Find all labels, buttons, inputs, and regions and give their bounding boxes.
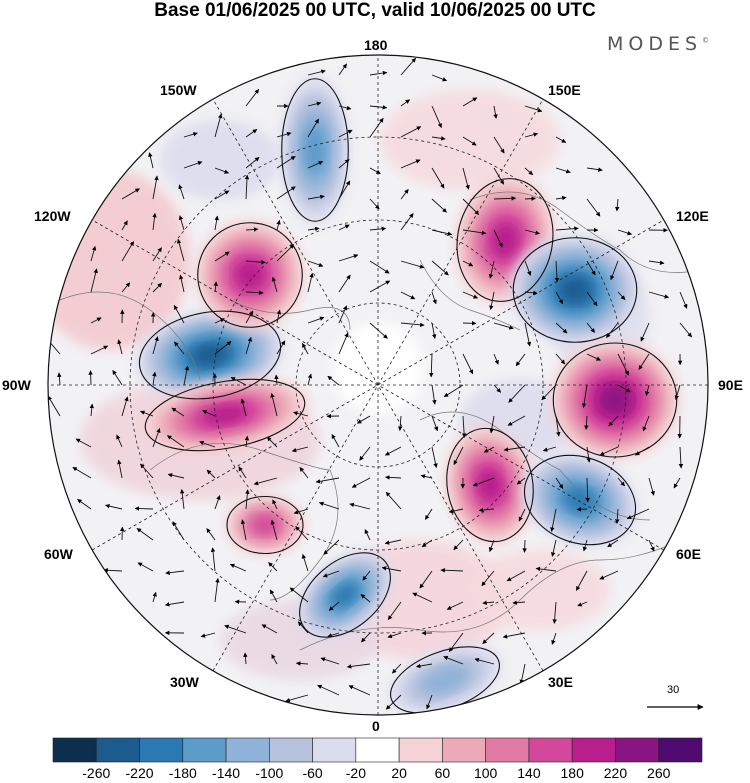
colorbar-tick-label: -180 bbox=[168, 765, 197, 781]
colorbar-tick-label: -20 bbox=[345, 765, 366, 781]
colorbar-tick-label: 220 bbox=[603, 765, 628, 781]
colorbar-swatch bbox=[528, 737, 573, 763]
colorbar-tick-label: 20 bbox=[391, 765, 407, 781]
brand-text: MODES bbox=[607, 33, 703, 55]
colorbar-swatch bbox=[658, 737, 703, 763]
wind-vectors bbox=[48, 57, 692, 710]
colorbar-swatch bbox=[95, 737, 140, 763]
graticule bbox=[48, 55, 708, 715]
colorbar-tick-label: -220 bbox=[125, 765, 154, 781]
lon-label-30w: 30W bbox=[170, 674, 199, 690]
lon-label-150w: 150W bbox=[160, 82, 197, 98]
copyright-mark: © bbox=[702, 36, 710, 45]
anomaly-field bbox=[48, 75, 680, 715]
colorbar-swatch bbox=[615, 737, 660, 763]
colorbar-swatch bbox=[312, 737, 357, 763]
height-contours bbox=[138, 78, 678, 714]
lon-label-60w: 60W bbox=[44, 546, 73, 562]
colorbar-tick-label: -60 bbox=[302, 765, 323, 781]
colorbar-swatch bbox=[182, 737, 227, 763]
colorbar-tick-label: -100 bbox=[255, 765, 284, 781]
map-boundary bbox=[47, 54, 709, 716]
map-title: Base 01/06/2025 00 UTC, valid 10/06/2025… bbox=[154, 0, 596, 21]
colorbar-swatch bbox=[269, 737, 313, 763]
colorbar-tick-label: 180 bbox=[560, 765, 584, 781]
colorbar-tick-label: 260 bbox=[647, 765, 671, 781]
lon-label-90e: 90E bbox=[718, 377, 743, 393]
lon-label-180: 180 bbox=[364, 37, 388, 53]
anomaly-center bbox=[444, 425, 536, 545]
lon-label-60e: 60E bbox=[676, 546, 701, 562]
lon-label-30e: 30E bbox=[548, 674, 573, 690]
colorbar-swatch bbox=[398, 737, 443, 763]
colorbar-tick-label: -140 bbox=[212, 765, 241, 781]
anomaly-center bbox=[141, 377, 309, 453]
colorbar-tick-label: -260 bbox=[82, 765, 111, 781]
anomaly-center bbox=[510, 235, 640, 345]
colorbar-swatch bbox=[225, 737, 270, 763]
lon-label-150e: 150E bbox=[548, 82, 581, 98]
colorbar-swatch bbox=[442, 737, 486, 763]
colorbar-swatch bbox=[485, 737, 530, 763]
lon-label-90w: 90W bbox=[2, 377, 31, 393]
colorbar-swatch bbox=[139, 737, 184, 763]
vector-scale-label: 30 bbox=[667, 684, 680, 696]
colorbar-swatch bbox=[571, 737, 616, 763]
lon-label-0: 0 bbox=[372, 718, 380, 734]
colorbar-tick-label: 140 bbox=[517, 765, 541, 781]
anomaly-center bbox=[550, 340, 680, 460]
anomaly-center bbox=[280, 75, 350, 225]
colorbar-tick-label: 60 bbox=[434, 765, 451, 781]
colorbar-swatch bbox=[52, 737, 97, 763]
modes-logo: MODES© bbox=[607, 33, 709, 55]
lon-label-120w: 120W bbox=[34, 208, 71, 224]
lon-label-120e: 120E bbox=[676, 208, 709, 224]
colorbar-swatch bbox=[355, 737, 400, 763]
colorbar-tick-label: 100 bbox=[473, 765, 498, 781]
